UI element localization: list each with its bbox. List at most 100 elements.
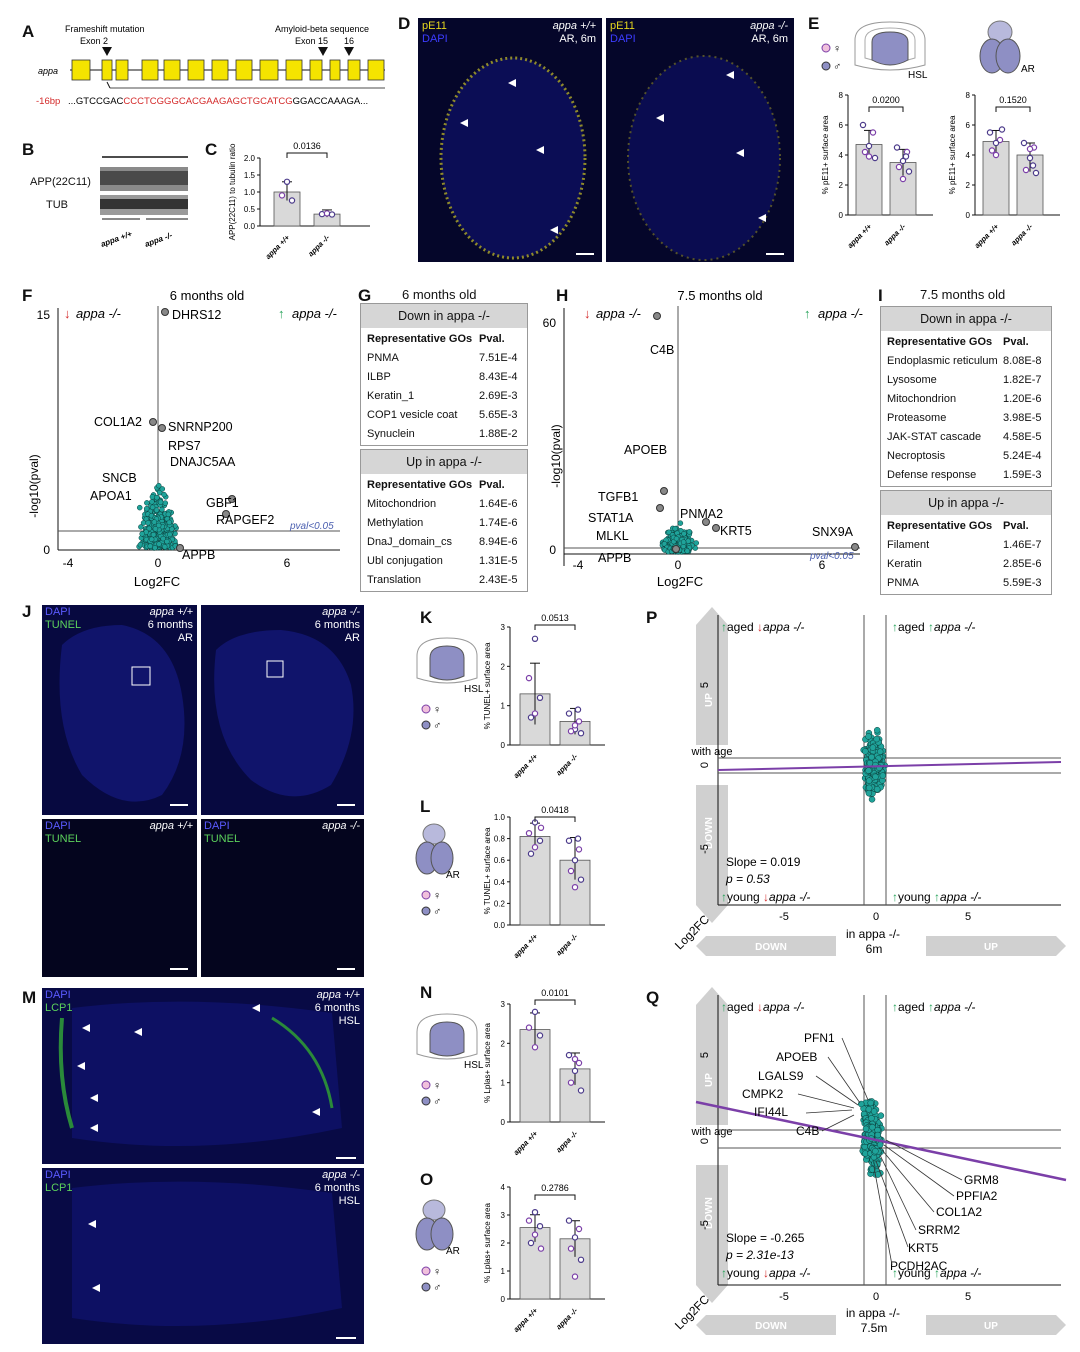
gene-point: [870, 1108, 878, 1115]
p-value: 0.0136: [293, 141, 321, 151]
svg-text:0: 0: [873, 1291, 879, 1303]
data-point: [859, 121, 867, 129]
gene-point: [876, 1141, 884, 1148]
tick-label: 2: [839, 181, 844, 190]
tick-label: 0.2: [494, 899, 506, 908]
exon-box: [141, 59, 159, 81]
data-point: [865, 153, 873, 160]
panel-label-g: G: [358, 286, 372, 305]
data-point: [575, 718, 583, 725]
data-point: [575, 1225, 583, 1233]
svg-text:-log10(pval): -log10(pval): [27, 454, 41, 517]
gene-point: [151, 519, 158, 525]
svg-text:AR: AR: [446, 870, 460, 881]
svg-text:TGFB1: TGFB1: [598, 490, 638, 504]
gene-point: [160, 535, 166, 542]
data-point: [565, 710, 573, 717]
gene-point: [149, 494, 156, 500]
svg-text:60: 60: [543, 316, 557, 330]
tick-label: 2: [966, 181, 971, 190]
gene-point: [873, 726, 881, 734]
svg-text:MLKL: MLKL: [596, 529, 629, 543]
svg-text:SNRNP200: SNRNP200: [168, 420, 233, 434]
gene-point: [865, 767, 872, 774]
data-point: [323, 210, 331, 217]
gene-point: [148, 536, 155, 543]
data-point: [571, 1234, 579, 1241]
gene-point: [153, 507, 160, 513]
x-tick-label: appa +/+: [512, 752, 540, 780]
svg-text:APOA1: APOA1: [90, 489, 132, 503]
x-tick-label: appa -/-: [554, 752, 580, 778]
gene-point: [866, 759, 874, 767]
tick-label: 0: [501, 1295, 506, 1304]
gene-point: [868, 796, 876, 803]
data-point: [278, 192, 286, 199]
svg-text:-4: -4: [573, 558, 584, 572]
svg-text:♂: ♂: [433, 1096, 441, 1108]
gene-point: [143, 505, 150, 512]
panel-label-p: P: [646, 608, 658, 627]
western-blot: appa +/+ appa -/-: [100, 156, 188, 249]
svg-text:p = 0.53: p = 0.53: [725, 872, 770, 886]
svg-text:with age: with age: [691, 746, 733, 758]
sex-legend-e: ♀ ♂: [821, 43, 841, 73]
svg-text:7.5 months old: 7.5 months old: [677, 288, 762, 303]
data-point: [288, 197, 296, 204]
gene-point: [166, 519, 173, 526]
svg-text:DOWN: DOWN: [755, 942, 787, 953]
tick-label: 0: [501, 741, 506, 750]
svg-text:↑aged ↑appa -/-: ↑aged ↑appa -/-: [892, 1000, 975, 1014]
tick-label: 3: [501, 623, 506, 632]
svg-text:pval<0.05: pval<0.05: [289, 521, 334, 532]
go-row: Lysosome 1.82E-7: [887, 374, 1042, 386]
gene-point: [868, 753, 875, 761]
data-point: [899, 175, 907, 183]
data-point: [574, 706, 582, 713]
tick-label: 1: [501, 1079, 506, 1088]
gene-point: [155, 522, 162, 529]
svg-text:appa -/-: appa -/-: [144, 231, 174, 249]
gene-point: [157, 499, 164, 505]
svg-text:APPB: APPB: [182, 548, 215, 562]
exon15-label: Exon 15: [295, 36, 328, 46]
gene-point: [136, 504, 143, 511]
svg-text:p = 2.31e-13: p = 2.31e-13: [725, 1248, 794, 1262]
data-point: [527, 850, 535, 857]
data-point: [565, 1051, 573, 1059]
svg-text:Slope = -0.265: Slope = -0.265: [726, 1231, 805, 1245]
bar: [519, 836, 551, 926]
svg-text:-4: -4: [63, 556, 74, 570]
gene-point: [145, 520, 151, 526]
svg-text:↑young ↑appa -/-: ↑young ↑appa -/-: [892, 890, 981, 904]
exon-box: [285, 59, 303, 81]
svg-text:Log2FC: Log2FC: [657, 574, 703, 589]
panel-label-k: K: [420, 608, 433, 627]
highlight-point: [653, 312, 661, 320]
go-row: Synuclein 1.88E-2: [367, 428, 518, 440]
gene-point: [879, 772, 887, 779]
y-axis-label: % Lplas+ surface area: [483, 1023, 492, 1103]
panel-label-e: E: [808, 14, 820, 33]
chart-e-hsl: 0 2 4 6 8 % pE11+ surface area appa +/+ appa -/…: [821, 91, 933, 250]
data-point: [905, 168, 913, 175]
tick-label: 0.8: [494, 835, 506, 844]
data-point: [531, 710, 539, 717]
svg-text:↑aged ↑appa -/-: ↑aged ↑appa -/-: [892, 620, 975, 634]
gene-point: [680, 539, 687, 545]
svg-text:SNCB: SNCB: [102, 471, 137, 485]
y-axis-label: % pE11+ surface area: [948, 115, 957, 194]
tick-label: 0.5: [244, 205, 256, 214]
y-axis-label: APP(22C11) to tubulin ratio: [228, 143, 237, 240]
data-point: [565, 837, 573, 844]
data-point: [567, 1245, 575, 1252]
highlight-point: [228, 495, 236, 503]
tick-label: 8: [966, 91, 971, 100]
bar: [1016, 154, 1044, 216]
data-point: [577, 1256, 585, 1264]
svg-text:PPFIA2: PPFIA2: [956, 1189, 998, 1203]
svg-text:♂: ♂: [433, 906, 441, 918]
tick-label: 1.0: [494, 813, 506, 822]
exon-box: [211, 59, 229, 81]
svg-text:PFN1: PFN1: [804, 1031, 835, 1045]
